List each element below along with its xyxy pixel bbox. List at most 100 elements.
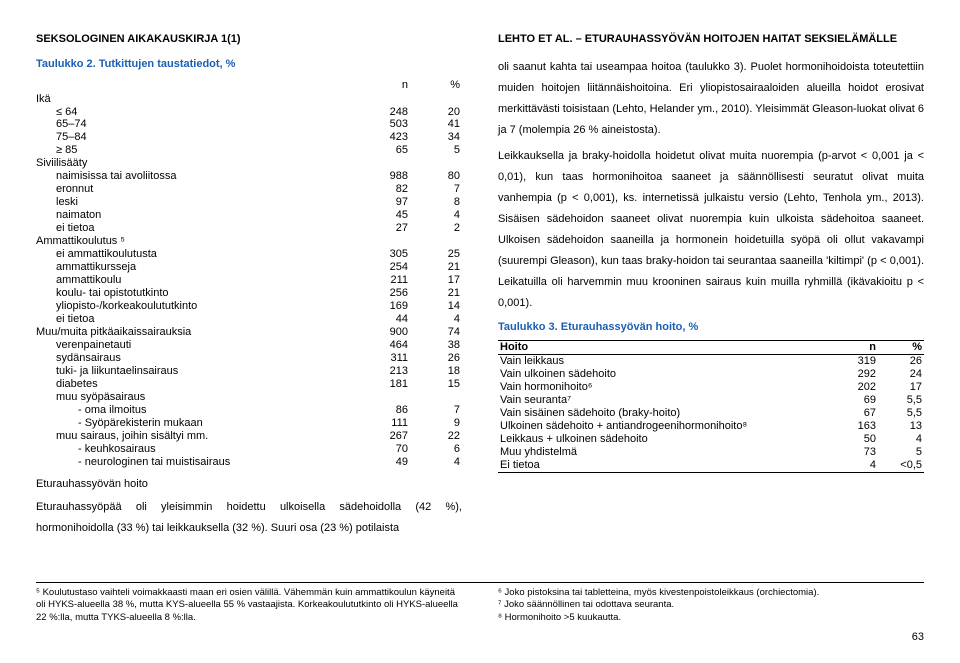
table-2-pct: 22 bbox=[410, 430, 462, 443]
footnotes: ⁵ Koulutustaso vaihteli voimakkaasti maa… bbox=[36, 582, 924, 624]
table-2-n: 49 bbox=[358, 456, 410, 469]
table-2-n bbox=[358, 391, 410, 404]
t2-head-n: n bbox=[358, 78, 410, 93]
table-2-n: 181 bbox=[358, 378, 410, 391]
table-2-row: Muu/muita pitkäaikaissairauksia90074 bbox=[36, 326, 462, 339]
table-2-row: naimaton454 bbox=[36, 209, 462, 222]
table-2-pct: 20 bbox=[410, 106, 462, 119]
table-2-n: 65 bbox=[358, 144, 410, 157]
table-2-label: ≥ 85 bbox=[36, 144, 358, 157]
table-3-n: 73 bbox=[826, 446, 878, 459]
table-3-row: Vain seuranta⁷695,5 bbox=[498, 394, 924, 407]
table-2-pct: 26 bbox=[410, 352, 462, 365]
table-2-row: ammattikoulu21117 bbox=[36, 274, 462, 287]
table-2-n: 86 bbox=[358, 404, 410, 417]
table-2-n: 900 bbox=[358, 326, 410, 339]
table-2-label: tuki- ja liikuntaelinsairaus bbox=[36, 365, 358, 378]
table-3-row: Ei tietoa4<0,5 bbox=[498, 459, 924, 472]
table-2-pct: 8 bbox=[410, 196, 462, 209]
table-2-row: 75–8442334 bbox=[36, 131, 462, 144]
table-3-row: Vain ulkoinen sädehoito29224 bbox=[498, 368, 924, 381]
table-2-title: Taulukko 2. Tutkittujen taustatiedot, % bbox=[36, 57, 462, 72]
table-3-label: Vain ulkoinen sädehoito bbox=[498, 368, 826, 381]
table-3-label: Ulkoinen sädehoito + antiandrogeenihormo… bbox=[498, 420, 826, 433]
table-2-label: sydänsairaus bbox=[36, 352, 358, 365]
table-3-row: Leikkaus + ulkoinen sädehoito504 bbox=[498, 433, 924, 446]
table-2-n: 988 bbox=[358, 170, 410, 183]
table-2-pct: 17 bbox=[410, 274, 462, 287]
table-2-label: Siviilisääty bbox=[36, 157, 358, 170]
table-2-label: leski bbox=[36, 196, 358, 209]
table-3-pct: 5,5 bbox=[878, 394, 924, 407]
table-2-row: tuki- ja liikuntaelinsairaus21318 bbox=[36, 365, 462, 378]
table-2-label: Muu/muita pitkäaikaissairauksia bbox=[36, 326, 358, 339]
table-2-label: muu syöpäsairaus bbox=[36, 391, 358, 404]
table-2-pct: 41 bbox=[410, 118, 462, 131]
right-para-2: Leikkauksella ja braky-hoidolla hoidetut… bbox=[498, 146, 924, 313]
right-para-1: oli saanut kahta tai useampaa hoitoa (ta… bbox=[498, 57, 924, 141]
table-2-n bbox=[358, 235, 410, 248]
table-2-n bbox=[358, 93, 410, 106]
t3-head-hoito: Hoito bbox=[498, 341, 826, 355]
table-2-label: - Syöpärekisterin mukaan bbox=[36, 417, 358, 430]
table-3-pct: 17 bbox=[878, 381, 924, 394]
table-2-row: ammattikursseja25421 bbox=[36, 261, 462, 274]
table-3-n: 163 bbox=[826, 420, 878, 433]
table-2-row: Ammattikoulutus ⁵ bbox=[36, 235, 462, 248]
running-head: LEHTO ET AL. – ETURAUHASSYÖVÄN HOITOJEN … bbox=[498, 32, 924, 47]
table-2-row: 65–7450341 bbox=[36, 118, 462, 131]
table-2-row: Siviilisääty bbox=[36, 157, 462, 170]
table-2-pct: 7 bbox=[410, 183, 462, 196]
table-3-pct: <0,5 bbox=[878, 459, 924, 472]
table-3-n: 67 bbox=[826, 407, 878, 420]
table-3-label: Muu yhdistelmä bbox=[498, 446, 826, 459]
table-2-pct bbox=[410, 93, 462, 106]
table-2-n: 45 bbox=[358, 209, 410, 222]
table-2-label: naimaton bbox=[36, 209, 358, 222]
journal-header: SEKSOLOGINEN AIKAKAUSKIRJA 1(1) bbox=[36, 32, 462, 47]
table-3-n: 69 bbox=[826, 394, 878, 407]
t3-head-n: n bbox=[826, 341, 878, 355]
footnote-7: ⁷ Joko säännöllinen tai odottava seurant… bbox=[498, 599, 924, 611]
table-2-pct: 21 bbox=[410, 287, 462, 300]
table-2-row: ei tietoa444 bbox=[36, 313, 462, 326]
table-2-label: diabetes bbox=[36, 378, 358, 391]
table-2: n % Ikä≤ 642482065–745034175–8442334≥ 85… bbox=[36, 78, 462, 469]
table-2-n: 254 bbox=[358, 261, 410, 274]
table-3-label: Leikkaus + ulkoinen sädehoito bbox=[498, 433, 826, 446]
table-3-pct: 4 bbox=[878, 433, 924, 446]
table-2-n: 305 bbox=[358, 248, 410, 261]
footnote-8: ⁸ Hormonihoito >5 kuukautta. bbox=[498, 612, 924, 624]
table-2-pct: 4 bbox=[410, 209, 462, 222]
table-2-row: ei tietoa272 bbox=[36, 222, 462, 235]
table-2-label: ei tietoa bbox=[36, 313, 358, 326]
table-2-row: Ikä bbox=[36, 93, 462, 106]
footnote-right: ⁶ Joko pistoksina tai tabletteina, myös … bbox=[498, 587, 924, 624]
table-2-n bbox=[358, 157, 410, 170]
table-2-label: naimisissa tai avoliitossa bbox=[36, 170, 358, 183]
table-2-pct: 38 bbox=[410, 339, 462, 352]
table-2-n: 311 bbox=[358, 352, 410, 365]
table-3-label: Vain hormonihoito⁶ bbox=[498, 381, 826, 394]
table-2-label: muu sairaus, joihin sisältyi mm. bbox=[36, 430, 358, 443]
table-2-pct: 4 bbox=[410, 456, 462, 469]
table-2-n: 211 bbox=[358, 274, 410, 287]
table-2-pct: 80 bbox=[410, 170, 462, 183]
table-2-pct: 7 bbox=[410, 404, 462, 417]
table-2-label: - oma ilmoitus bbox=[36, 404, 358, 417]
left-column: SEKSOLOGINEN AIKAKAUSKIRJA 1(1) Taulukko… bbox=[36, 32, 462, 572]
right-column: LEHTO ET AL. – ETURAUHASSYÖVÄN HOITOJEN … bbox=[498, 32, 924, 572]
table-2-pct: 6 bbox=[410, 443, 462, 456]
table-3-n: 292 bbox=[826, 368, 878, 381]
table-2-n: 464 bbox=[358, 339, 410, 352]
table-3-pct: 26 bbox=[878, 355, 924, 368]
table-2-pct: 15 bbox=[410, 378, 462, 391]
table-2-label: ammattikursseja bbox=[36, 261, 358, 274]
table-2-n: 111 bbox=[358, 417, 410, 430]
table-3-label: Vain leikkaus bbox=[498, 355, 826, 368]
table-2-row: - oma ilmoitus867 bbox=[36, 404, 462, 417]
table-2-label: eronnut bbox=[36, 183, 358, 196]
table-2-row: naimisissa tai avoliitossa98880 bbox=[36, 170, 462, 183]
table-2-n: 169 bbox=[358, 300, 410, 313]
table-3-n: 202 bbox=[826, 381, 878, 394]
